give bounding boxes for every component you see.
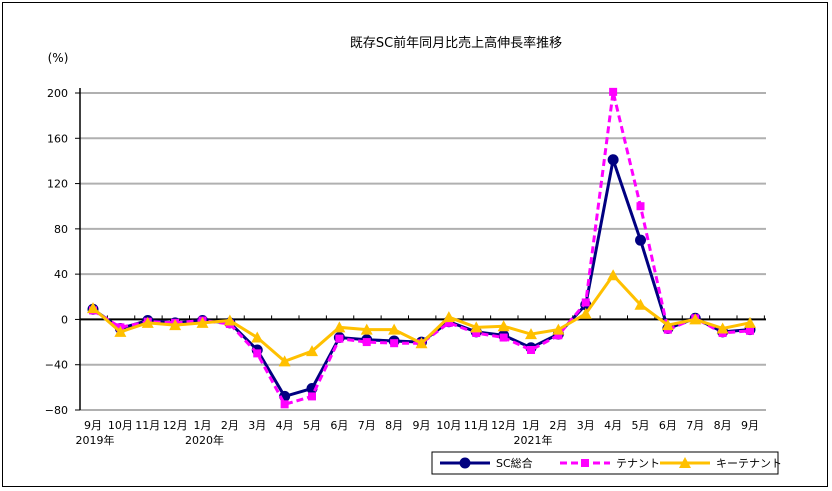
marker-square [499, 333, 508, 342]
marker-triangle [579, 307, 592, 319]
x-tick-label: 10月 [436, 419, 461, 432]
marker-square [554, 331, 563, 340]
x-tick-label: 2月 [221, 419, 239, 432]
marker-square [444, 318, 453, 327]
year-label: 2020年 [185, 433, 224, 447]
marker-triangle [716, 322, 729, 334]
marker-triangle [661, 319, 674, 331]
y-tick-label: 200 [47, 87, 68, 100]
marker-triangle [388, 323, 401, 335]
year-label: 2021年 [514, 433, 553, 447]
marker-triangle [634, 298, 647, 310]
x-tick-label: 4月 [276, 419, 294, 432]
marker-circle [459, 457, 471, 469]
marker-triangle [497, 320, 510, 332]
x-tick-label: 11月 [464, 419, 489, 432]
x-tick-label: 5月 [632, 419, 650, 432]
x-tick-label: 7月 [686, 419, 704, 432]
marker-circle [635, 234, 646, 246]
marker-triangle [679, 457, 691, 468]
x-tick-label: 2月 [549, 419, 567, 432]
series-line [92, 272, 751, 364]
marker-triangle [442, 311, 455, 323]
marker-square [280, 400, 289, 409]
marker-square [472, 329, 481, 338]
legend-label: キーテナント [716, 457, 782, 470]
marker-circle [607, 154, 619, 166]
x-tick-label: 4月 [604, 419, 622, 432]
legend: SC総合 テナント キーテナント [431, 451, 782, 475]
marker-square [362, 338, 371, 347]
x-tick-label: 6月 [330, 419, 348, 432]
x-tick-label: 9月 [413, 419, 431, 432]
marker-triangle [278, 355, 291, 367]
x-tick-label: 11月 [135, 419, 160, 432]
marker-square [253, 349, 262, 358]
legend-label: SC総合 [496, 456, 533, 470]
marker-square [636, 202, 645, 211]
x-tick-label: 8月 [714, 419, 732, 432]
x-tick-label: 12月 [163, 419, 188, 432]
x-tick-label: 9月 [84, 419, 102, 432]
marker-triangle [744, 316, 756, 328]
y-tick-label: −80 [45, 404, 68, 417]
marker-triangle [360, 323, 373, 335]
marker-square [746, 326, 754, 335]
marker-square [335, 334, 344, 343]
marker-triangle [306, 345, 318, 357]
x-tick-label: 9月 [741, 419, 759, 432]
y-tick-label: 0 [61, 313, 68, 326]
x-tick-label: 7月 [358, 419, 376, 432]
marker-triangle [607, 269, 620, 281]
marker-triangle [251, 331, 264, 343]
year-label: 2019年 [76, 433, 115, 447]
marker-triangle [525, 328, 537, 340]
x-tick-label: 3月 [248, 419, 266, 432]
y-tick-label: 160 [47, 132, 68, 145]
marker-triangle [470, 321, 483, 333]
marker-triangle [689, 313, 702, 325]
y-tick-label: 80 [54, 223, 68, 236]
x-tick-label: 1月 [194, 419, 212, 432]
x-tick-label: 8月 [385, 419, 403, 432]
marker-triangle [196, 316, 209, 328]
marker-triangle [333, 321, 346, 333]
x-tick-label: 10月 [108, 419, 133, 432]
y-axis-label: (%) [48, 51, 69, 65]
marker-triangle [415, 337, 428, 349]
x-tick-label: 3月 [577, 419, 595, 432]
marker-triangle [169, 319, 182, 331]
marker-square [390, 339, 399, 348]
chart-title: 既存SC前年同月比売上高伸長率推移 [350, 35, 562, 51]
x-tick-label: 5月 [303, 419, 321, 432]
x-tick-label: 12月 [491, 419, 516, 432]
x-tick-label: 6月 [659, 419, 677, 432]
marker-triangle [223, 314, 236, 326]
series-line [92, 153, 751, 399]
marker-triangle [141, 316, 154, 328]
series-square [89, 87, 754, 409]
marker-square [527, 345, 535, 354]
marker-triangle [87, 302, 99, 314]
marker-square [308, 392, 316, 401]
marker-triangle [114, 325, 127, 337]
y-tick-label: 120 [47, 178, 68, 191]
y-tick-label: −40 [45, 359, 68, 372]
marker-triangle [552, 323, 565, 335]
marker-square [581, 298, 590, 307]
x-tick-label: 1月 [522, 419, 540, 432]
series-triangle [87, 269, 756, 367]
marker-square [609, 87, 618, 96]
marker-square [581, 459, 589, 467]
y-tick-label: 40 [54, 268, 68, 281]
legend-label: テナント [616, 457, 660, 470]
